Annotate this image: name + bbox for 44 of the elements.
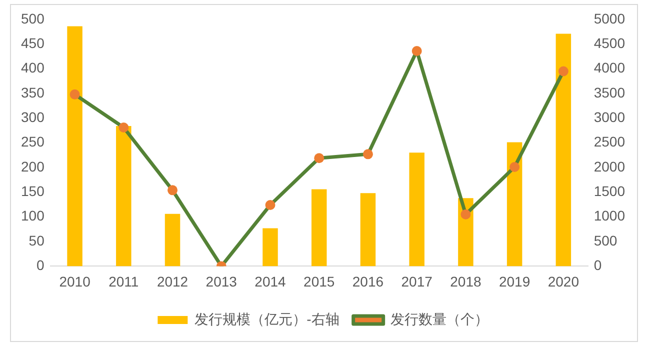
bar (409, 152, 424, 266)
y2-tick-label: 4000 (594, 60, 626, 76)
x-tick-label: 2016 (352, 273, 384, 290)
bar (360, 193, 376, 266)
bar (506, 142, 522, 266)
x-tick-label: 2012 (156, 273, 188, 290)
bar (67, 26, 82, 266)
x-tick-label: 2019 (498, 273, 530, 290)
x-tick-label: 2011 (108, 273, 139, 290)
y-tick-label: 100 (21, 208, 45, 224)
y-tick-label: 150 (21, 183, 45, 200)
y2-tick-label: 0 (594, 257, 602, 274)
bar (556, 34, 572, 266)
legend-label: 发行数量（个） (390, 310, 488, 327)
y-tick-label: 50 (28, 232, 45, 248)
y-tick-label: 450 (21, 34, 45, 51)
y2-tick-label: 500 (594, 232, 618, 248)
y-tick-label: 0 (36, 257, 45, 274)
y-tick-label: 200 (21, 158, 45, 174)
y-tick-label: 500 (21, 10, 45, 26)
legend-label: 发行规模（亿元）-右轴 (194, 310, 340, 327)
y-tick-label: 250 (21, 134, 45, 150)
bar (116, 126, 132, 266)
bar (311, 189, 327, 266)
x-tick-label: 2018 (450, 273, 482, 290)
x-tick-label: 2014 (254, 273, 286, 290)
bar (164, 214, 180, 266)
x-tick-label: 2013 (206, 273, 238, 290)
x-tick-label: 2015 (304, 273, 335, 290)
y2-tick-label: 5000 (594, 10, 626, 26)
bar (262, 228, 278, 266)
x-tick-label: 2020 (548, 273, 580, 290)
y2-tick-label: 2500 (594, 134, 626, 150)
y-tick-label: 400 (21, 60, 45, 76)
x-tick-label: 2010 (59, 273, 91, 290)
y2-tick-label: 3500 (594, 84, 626, 100)
y2-tick-label: 1000 (594, 208, 626, 224)
y2-tick-label: 3000 (594, 108, 626, 125)
y2-tick-label: 1500 (594, 183, 626, 200)
y-tick-label: 350 (21, 84, 45, 100)
y2-tick-label: 2000 (594, 158, 626, 174)
y2-tick-label: 4500 (594, 34, 626, 51)
x-tick-label: 2017 (401, 273, 433, 290)
y-tick-label: 300 (21, 108, 45, 125)
